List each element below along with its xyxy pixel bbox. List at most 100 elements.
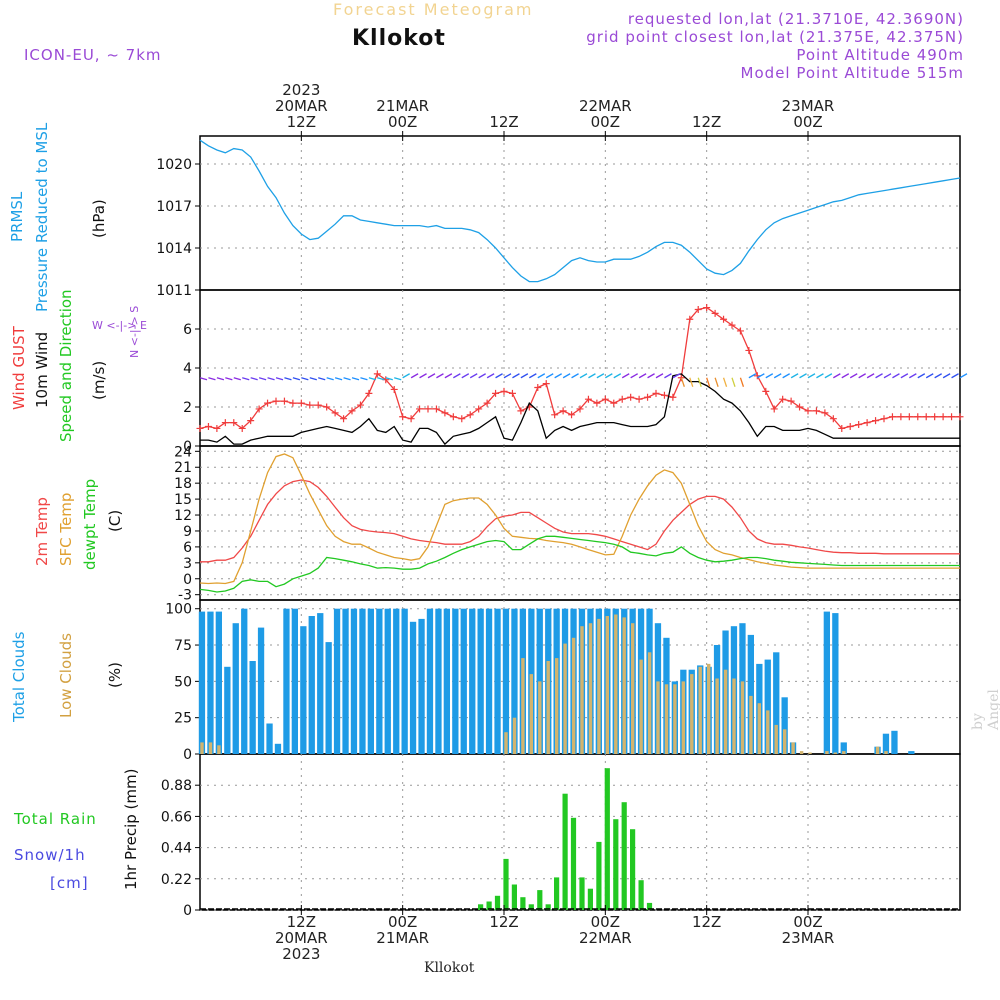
wind-gust-point: [365, 389, 373, 397]
wind-series-10m-wind: [200, 373, 960, 446]
clouds-bar-total-clouds: [283, 608, 290, 754]
precipitation-bar-total-rain: [638, 880, 644, 910]
clouds-bar-total-clouds: [485, 608, 493, 754]
top-time-tick: 2023 20MAR 12Z: [274, 81, 328, 131]
wind-gust-point: [466, 411, 474, 419]
wind-gust-point: [905, 413, 913, 421]
clouds-bar-low-clouds: [884, 751, 888, 754]
bottom-time-tick: 00Z 22MAR: [578, 913, 632, 947]
wind-direction-arrow: [436, 373, 444, 379]
precipitation-bar-total-rain: [545, 904, 551, 910]
precipitation-bar-total-rain: [494, 895, 501, 910]
wind-direction-arrow: [309, 377, 317, 381]
clouds-bar-total-clouds: [536, 608, 543, 754]
clouds-bar-total-clouds: [494, 608, 501, 754]
wind-direction-arrow: [765, 373, 774, 379]
clouds-bar-total-clouds: [418, 618, 425, 754]
pressure-ytick-label: 1011: [156, 283, 192, 299]
temperature-ytick-label: -3: [178, 588, 192, 604]
wind-gust-point: [441, 409, 449, 417]
clouds-bar-low-clouds: [563, 643, 567, 754]
precipitation-bar-total-rain: [570, 817, 577, 910]
precipitation-bar-total-rain: [587, 888, 593, 910]
wind-direction-arrow: [824, 373, 833, 379]
precipitation-ytick-label: 0.44: [161, 841, 192, 857]
precipitation-bar-total-rain: [621, 802, 627, 910]
wind-direction-arrow: [554, 373, 562, 379]
clouds-bar-low-clouds: [664, 684, 669, 754]
wind-direction-arrow: [816, 373, 824, 379]
wind-direction-arrow: [427, 373, 436, 379]
wind-gust-point: [331, 409, 339, 417]
wind-direction-arrow: [773, 373, 782, 379]
temperature-ytick-label: 15: [174, 492, 192, 508]
bottom-time-tick: 12Z 20MAR 2023: [274, 913, 328, 963]
clouds-bar-total-clouds: [882, 733, 890, 754]
temperature-ytick-label: 9: [183, 524, 192, 540]
wind-direction-arrow: [739, 377, 745, 387]
wind-direction-arrow: [469, 373, 478, 379]
wind-gust-point: [939, 413, 947, 421]
wind-gust-point: [297, 399, 305, 407]
wind-direction-arrow: [343, 377, 351, 381]
pressure-ytick-label: 1017: [156, 199, 192, 215]
temperature-frame: [199, 445, 961, 601]
pressure-ytick-label: 1014: [156, 241, 192, 257]
temperature-ytick-label: 3: [183, 556, 192, 572]
precipitation-ytick-label: 0.88: [161, 778, 192, 794]
clouds-bar-total-clouds: [342, 608, 349, 754]
wind-gust-point: [255, 405, 263, 413]
wind-gust-point: [517, 407, 525, 415]
wind-gust-point: [483, 399, 491, 407]
temperature-series-dewpt-temp: [199, 535, 960, 593]
clouds-bar-low-clouds: [842, 751, 846, 754]
clouds-bar-low-clouds: [647, 652, 652, 754]
pressure-ytick-label: 1020: [156, 157, 192, 173]
pressure-series-prmsl: [199, 139, 961, 283]
top-time-tick: 12Z: [691, 113, 722, 131]
wind-direction-arrow: [377, 377, 385, 381]
wind-gust-point: [728, 321, 736, 329]
wind-gust-point: [652, 389, 660, 397]
wind-gust-point: [559, 407, 567, 415]
clouds-bar-low-clouds: [580, 626, 584, 754]
clouds-bar-low-clouds: [208, 742, 213, 754]
wind-ytick-label: 0: [183, 439, 192, 455]
precipitation-bar-total-rain: [630, 829, 636, 910]
wind-gust-point: [568, 411, 576, 419]
precipitation-bar-total-rain: [537, 890, 543, 910]
wind-direction-arrow: [697, 377, 702, 387]
precipitation-bar-total-rain: [511, 884, 517, 910]
wind-gust-point: [323, 403, 331, 411]
wind-gust-point: [500, 387, 508, 395]
compass-we: W <-|-> E: [92, 319, 147, 332]
wind-gust-point: [272, 397, 280, 405]
clouds-bar-total-clouds: [376, 608, 383, 754]
wind-gust-point: [644, 393, 652, 401]
wind-gust-point: [888, 413, 896, 421]
wind-gust-point: [736, 327, 744, 335]
clouds-bar-low-clouds: [715, 678, 719, 754]
clouds-bar-low-clouds: [639, 659, 643, 754]
clouds-bar-total-clouds: [452, 608, 459, 754]
clouds-bar-total-clouds: [291, 608, 298, 754]
wind-gust-point: [618, 395, 626, 403]
wind-gust-point: [677, 374, 685, 382]
wind-gust-point: [458, 415, 466, 423]
clouds-bar-low-clouds: [740, 681, 745, 754]
clouds-bar-low-clouds: [875, 746, 880, 754]
wind-direction-arrow: [368, 377, 377, 381]
wind-gust-point: [416, 405, 424, 413]
wind-direction-arrow: [326, 377, 334, 381]
precipitation-bar-total-rain: [562, 793, 568, 910]
wind-direction-arrow: [959, 373, 968, 379]
wind-direction-arrow: [486, 373, 495, 379]
wind-gust-point: [551, 411, 559, 419]
wind-direction-arrow: [748, 373, 757, 379]
clouds-bar-total-clouds: [511, 608, 518, 754]
wind-gust-point: [686, 315, 694, 323]
wind-direction-arrow: [757, 373, 765, 379]
clouds-bar-low-clouds: [732, 678, 736, 754]
precipitation-bar-total-rain: [520, 897, 526, 910]
wind-gust-point: [711, 309, 719, 317]
